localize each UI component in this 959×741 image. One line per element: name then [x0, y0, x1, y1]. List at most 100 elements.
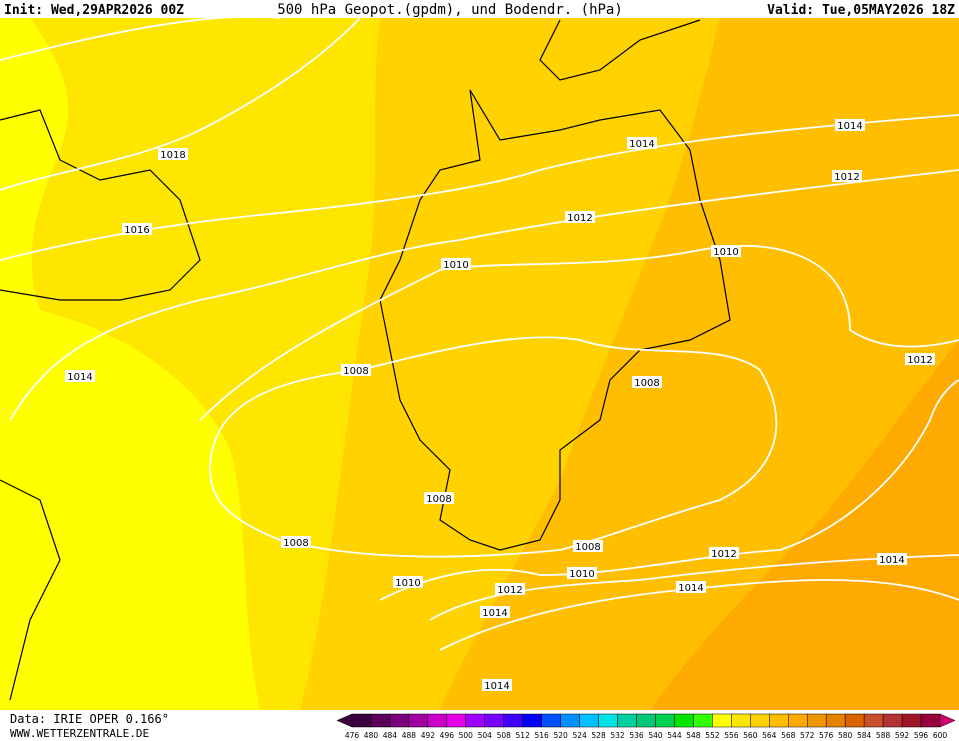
isobar-label-box [632, 376, 662, 388]
isobar-label: 1008 [634, 378, 659, 389]
isobar-labels: 1018 1016 1014 1014 1014 1012 1012 1010 1010 1008… [65, 119, 935, 692]
colorbar-label: 552 [705, 731, 720, 740]
colorbar-label: 540 [648, 731, 663, 740]
isobar-label: 1012 [907, 355, 932, 366]
colorbar-label: 488 [402, 731, 417, 740]
colorbar-label: 492 [421, 731, 436, 740]
isobar-label-box [627, 137, 657, 149]
isobar-label: 1016 [124, 225, 149, 236]
isobar-label-box [711, 245, 741, 257]
colorbar-label: 504 [478, 731, 493, 740]
isobar-label-box [573, 540, 603, 552]
colorbar-swatch [446, 713, 467, 728]
colorbar-swatch [484, 713, 504, 728]
colorbar-swatch [882, 713, 903, 728]
colorbar-label: 536 [629, 731, 644, 740]
isobar-label-box [441, 258, 471, 270]
colorbar-label: 592 [895, 731, 910, 740]
isobar-label: 1014 [484, 681, 509, 692]
colorbar-swatch [408, 713, 429, 728]
colorbar-label: 568 [781, 731, 796, 740]
isobar-label-box [495, 583, 525, 595]
colorbar-label: 476 [345, 731, 360, 740]
colorbar-label: 532 [610, 731, 625, 740]
isobar-label-box [122, 223, 152, 235]
colorbar-label: 512 [516, 731, 531, 740]
isobar-label-box [676, 581, 706, 593]
isobar-label-box [567, 567, 597, 579]
colorbar-label: 588 [876, 731, 891, 740]
colorbar-swatch [636, 713, 656, 728]
isobar-label-box [393, 576, 423, 588]
isobar-label-box [877, 553, 907, 565]
colorbar-swatch [863, 713, 884, 728]
colorbar-swatch [674, 713, 694, 728]
isobar-label: 1014 [482, 608, 507, 619]
borders [0, 19, 731, 701]
init-time: Init: Wed,29APR2026 00Z [4, 3, 184, 18]
isobar-label-box [281, 536, 311, 548]
colorbar-swatch [901, 713, 922, 728]
colorbar-swatch [844, 713, 865, 728]
colorbar-swatch [503, 713, 523, 728]
colorbar-label: 508 [497, 731, 512, 740]
isobar-label: 1012 [711, 549, 736, 560]
isobar-label: 1008 [575, 542, 600, 553]
colorbar-swatch [788, 713, 808, 728]
isobar-label: 1010 [395, 578, 420, 589]
valid-time: Valid: Tue,05MAY2026 18Z [767, 3, 955, 18]
colorbar-label: 596 [914, 731, 929, 740]
isobar-label: 1018 [160, 150, 185, 161]
isobar-label-box [482, 679, 512, 691]
colorbar: 476 480 484 488 492 496 500 504 508 512 516 520 524 5… [336, 713, 956, 740]
isobar-label: 1008 [426, 494, 451, 505]
colorbar-swatch [579, 713, 599, 728]
isobar-label: 1010 [713, 247, 738, 258]
isobar-label: 1012 [834, 172, 859, 183]
colorbar-swatch [750, 713, 770, 728]
colorbar-swatch [427, 713, 448, 728]
colorbar-swatch [465, 713, 486, 728]
isobar-label: 1014 [678, 583, 703, 594]
isobar-label-box [835, 119, 865, 131]
colorbar-swatch [370, 713, 391, 728]
colorbar-label: 556 [724, 731, 739, 740]
colorbar-swatch [617, 713, 637, 728]
isobar-label: 1012 [567, 213, 592, 224]
website: WWW.WETTERZENTRALE.DE [10, 727, 149, 740]
colorbar-swatch [351, 713, 372, 728]
isobar-label: 1010 [569, 569, 594, 580]
colorbar-swatch [560, 713, 580, 728]
isobar-label-box [832, 170, 862, 182]
colorbar-end [939, 713, 956, 728]
colorbar-swatch [389, 713, 410, 728]
colorbar-swatch [769, 713, 789, 728]
isobar-label-box [709, 547, 739, 559]
colorbar-label: 572 [800, 731, 815, 740]
colorbar-swatch [920, 713, 941, 728]
header: Init: Wed,29APR2026 00Z 500 hPa Geopot.(… [0, 0, 959, 18]
colorbar-swatch [655, 713, 675, 728]
colorbar-swatch [712, 713, 732, 728]
isobar-lines [0, 15, 959, 651]
colorbar-swatch [541, 713, 561, 728]
isobar-label: 1014 [837, 121, 862, 132]
colorbar-label: 496 [440, 731, 455, 740]
isobar-label: 1014 [629, 139, 654, 150]
isobar-label: 1010 [443, 260, 468, 271]
colorbar-label: 484 [383, 731, 398, 740]
colorbar-swatch [598, 713, 618, 728]
colorbar-label: 528 [591, 731, 606, 740]
colorbar-label: 564 [762, 731, 777, 740]
colorbar-label: 548 [686, 731, 701, 740]
colorbar-label: 600 [933, 731, 948, 740]
isobar-label: 1014 [67, 372, 92, 383]
isobar-label-box [905, 353, 935, 365]
colorbar-label: 516 [535, 731, 550, 740]
isobar-label: 1014 [879, 555, 904, 566]
map-title: 500 hPa Geopot.(gpdm), und Bodendr. (hPa… [277, 2, 623, 18]
colorbar-label: 544 [667, 731, 682, 740]
isobar-label-box [341, 364, 371, 376]
colorbar-swatch [522, 713, 542, 728]
